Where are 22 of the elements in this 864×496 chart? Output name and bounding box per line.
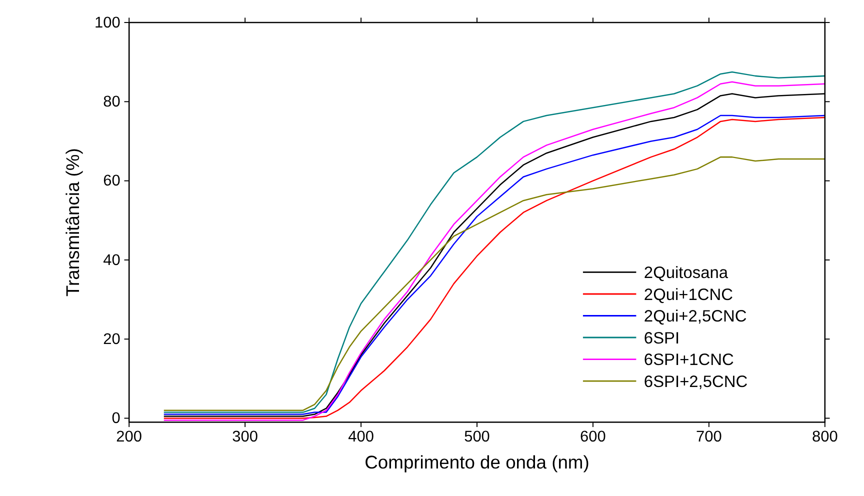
- y-tick-label: 100: [94, 14, 120, 32]
- legend-label: 6SPI: [644, 329, 680, 348]
- x-tick-label: 300: [232, 428, 258, 446]
- x-tick-label: 800: [812, 428, 838, 446]
- y-axis-title: Transmitância (%): [62, 148, 83, 297]
- x-axis-title: Comprimento de onda (nm): [364, 452, 590, 473]
- x-tick-label: 700: [696, 428, 722, 446]
- y-tick-label: 60: [103, 172, 120, 190]
- y-tick-label: 0: [112, 410, 120, 428]
- x-tick-label: 200: [116, 428, 142, 446]
- y-tick-label: 20: [103, 330, 120, 348]
- x-tick-label: 600: [580, 428, 606, 446]
- y-tick-label: 80: [103, 94, 120, 110]
- line-series: [163, 156, 826, 411]
- legend-label: 6SPI+1CNC: [644, 351, 734, 370]
- legend-label: 2Qui+1CNC: [644, 286, 734, 304]
- legend-label: 2Quitosana: [644, 264, 729, 282]
- legend-label: 2Qui+2,5CNC: [644, 308, 747, 326]
- x-tick-label: 500: [464, 428, 490, 446]
- y-tick-label: 40: [103, 252, 120, 269]
- x-tick-label: 400: [348, 428, 374, 446]
- legend-label: 6SPI+2,5CNC: [644, 372, 748, 391]
